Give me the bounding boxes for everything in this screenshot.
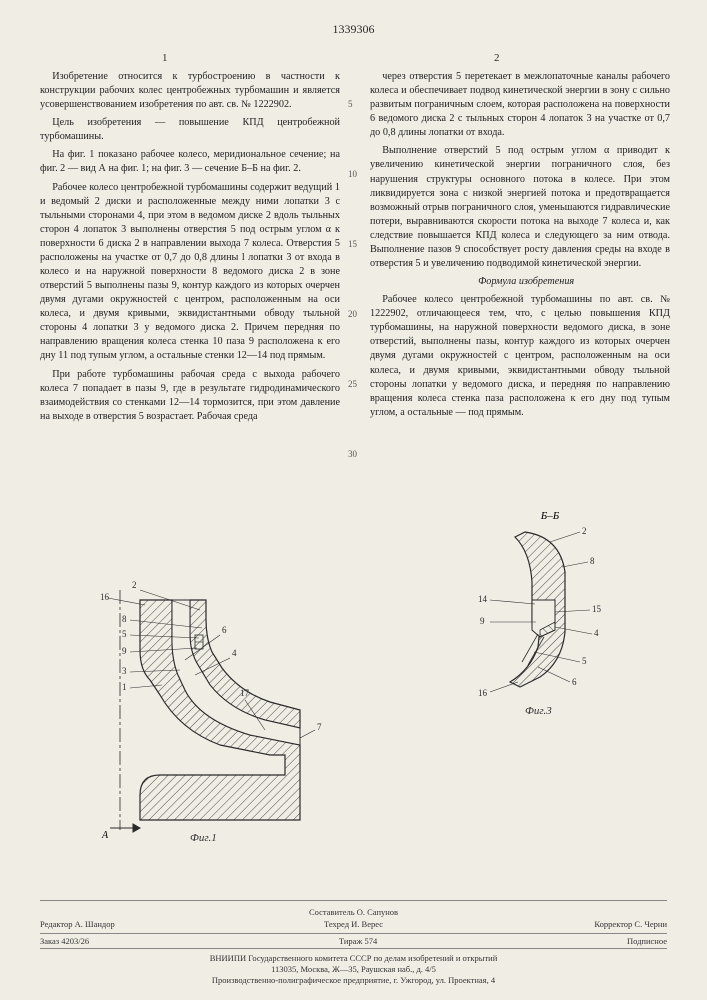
paragraph: через отверстия 5 перетекает в межлопато… <box>370 70 670 140</box>
paragraph: Цель изобретения — повышение КПД центроб… <box>40 116 340 144</box>
figure-1: 16 2 8 5 9 3 1 6 4 17 7 <box>100 580 330 840</box>
figure-1-svg: 16 2 8 5 9 3 1 6 4 17 7 <box>100 580 330 840</box>
paragraph: Рабочее колесо центробежной турбомашины … <box>370 293 670 420</box>
callout-5: 5 <box>582 656 587 666</box>
figure-3-section-label: Б–Б <box>470 510 630 522</box>
callout-9: 9 <box>480 616 485 626</box>
compositor-line: Составитель О. Сапунов <box>40 907 667 917</box>
editor-name: Редактор А. Шандор <box>40 919 249 929</box>
corrector-name: Корректор С. Черни <box>458 919 667 929</box>
callout-14: 14 <box>478 594 488 604</box>
line-number: 25 <box>348 380 357 389</box>
subscription: Подписное <box>627 936 667 946</box>
paragraph: Изобретение относится к турбостроению в … <box>40 70 340 112</box>
patent-page: 1339306 1 2 Изобретение относится к турб… <box>0 0 707 1000</box>
line-number: 5 <box>348 100 353 109</box>
callout-3: 3 <box>122 666 127 676</box>
callout-4: 4 <box>594 628 599 638</box>
imprint-footer: Составитель О. Сапунов Редактор А. Шандо… <box>40 900 667 986</box>
circulation: Тираж 574 <box>339 936 377 946</box>
order-number: Заказ 4203/26 <box>40 936 89 946</box>
line-number: 15 <box>348 240 357 249</box>
line-number: 10 <box>348 170 357 179</box>
line-number: 20 <box>348 310 357 319</box>
callout-16: 16 <box>478 688 488 698</box>
callout-4: 4 <box>232 648 237 658</box>
text-column-left: Изобретение относится к турбостроению в … <box>40 70 340 428</box>
callout-9: 9 <box>122 646 127 656</box>
view-arrow-label: А <box>101 830 109 840</box>
printing-org: Производственно-полиграфическое предприя… <box>40 975 667 986</box>
callout-2: 2 <box>582 526 587 536</box>
callout-16: 16 <box>100 592 110 602</box>
callout-6: 6 <box>572 677 577 687</box>
publisher-address: 113035, Москва, Ж—35, Раушская наб., д. … <box>40 964 667 975</box>
callout-5: 5 <box>122 629 127 639</box>
techred-name: Техред И. Верес <box>249 919 458 929</box>
callout-7: 7 <box>317 722 322 732</box>
paragraph: На фиг. 1 показано рабочее колесо, мерид… <box>40 148 340 176</box>
figure-3: Б–Б 2 8 <box>470 510 630 720</box>
callout-6: 6 <box>222 625 227 635</box>
column-number-left: 1 <box>162 52 168 64</box>
column-number-right: 2 <box>494 52 500 64</box>
document-number: 1339306 <box>0 22 707 37</box>
publisher-org: ВНИИПИ Государственного комитета СССР по… <box>40 953 667 964</box>
figure-3-caption: Фиг.3 <box>525 705 552 717</box>
figure-3-svg: 2 8 14 9 15 4 5 6 16 <box>470 522 630 712</box>
callout-15: 15 <box>592 604 602 614</box>
editors-row: Редактор А. Шандор Техред И. Верес Корре… <box>40 919 667 929</box>
order-row: Заказ 4203/26 Тираж 574 Подписное <box>40 933 667 949</box>
claims-heading: Формула изобретения <box>370 275 670 289</box>
paragraph: Рабочее колесо центробежной турбомашины … <box>40 181 340 364</box>
callout-1: 1 <box>122 682 127 692</box>
callout-2: 2 <box>132 580 137 590</box>
figure-1-caption: Фиг.1 <box>190 832 217 844</box>
callout-8: 8 <box>590 556 595 566</box>
line-number: 30 <box>348 450 357 459</box>
paragraph: Выполнение отверстий 5 под острым углом … <box>370 144 670 271</box>
paragraph: При работе турбомашины рабочая среда с в… <box>40 368 340 424</box>
callout-8: 8 <box>122 614 127 624</box>
callout-17: 17 <box>240 688 250 698</box>
text-column-right: через отверстия 5 перетекает в межлопато… <box>370 70 670 424</box>
